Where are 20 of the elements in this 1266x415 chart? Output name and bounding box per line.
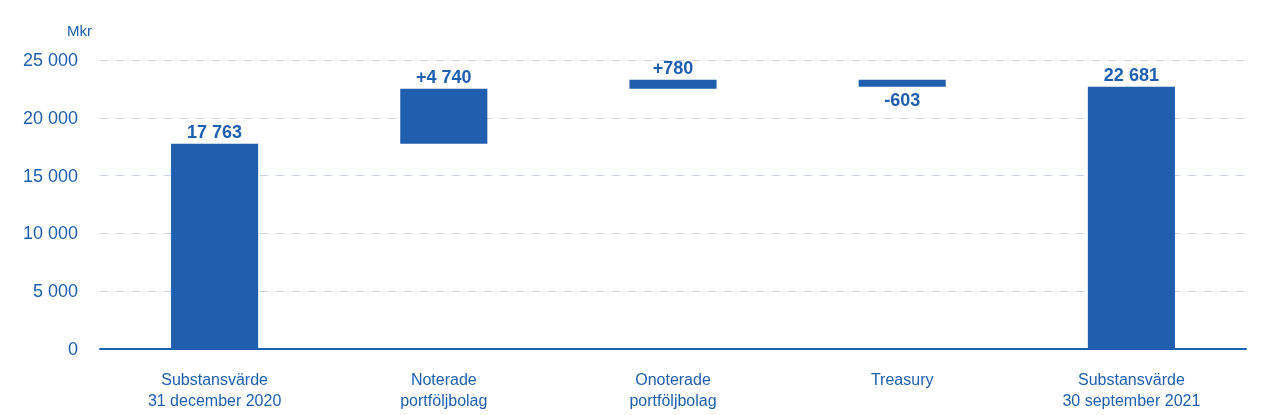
- y-axis-title: Mkr: [67, 22, 92, 39]
- data-label: 22 681: [1103, 64, 1159, 85]
- data-label: 17 763: [187, 121, 243, 142]
- bar: [629, 79, 717, 89]
- bar: [400, 88, 488, 144]
- x-tick-label: Substansvärde 30 september 2021: [1062, 371, 1201, 409]
- x-tick-label: Substansvärde 31 december 2020: [147, 371, 282, 409]
- y-tick-label: 20 000: [22, 107, 78, 128]
- x-tick-label: Treasury: [870, 371, 934, 388]
- y-tick-label: 5 000: [32, 281, 78, 302]
- x-tick-label: Noterade portföljbolag: [400, 371, 488, 409]
- x-tick-label: Onoterade portföljbolag: [629, 371, 717, 409]
- y-tick-label: 0: [67, 339, 78, 359]
- data-label: +780: [652, 57, 694, 78]
- y-tick-label: 15 000: [22, 165, 78, 186]
- y-tick-label: 25 000: [22, 50, 78, 70]
- data-label: -603: [884, 89, 921, 110]
- bar: [858, 79, 946, 87]
- data-label: +4 740: [416, 66, 472, 87]
- y-tick-label: 10 000: [22, 223, 78, 244]
